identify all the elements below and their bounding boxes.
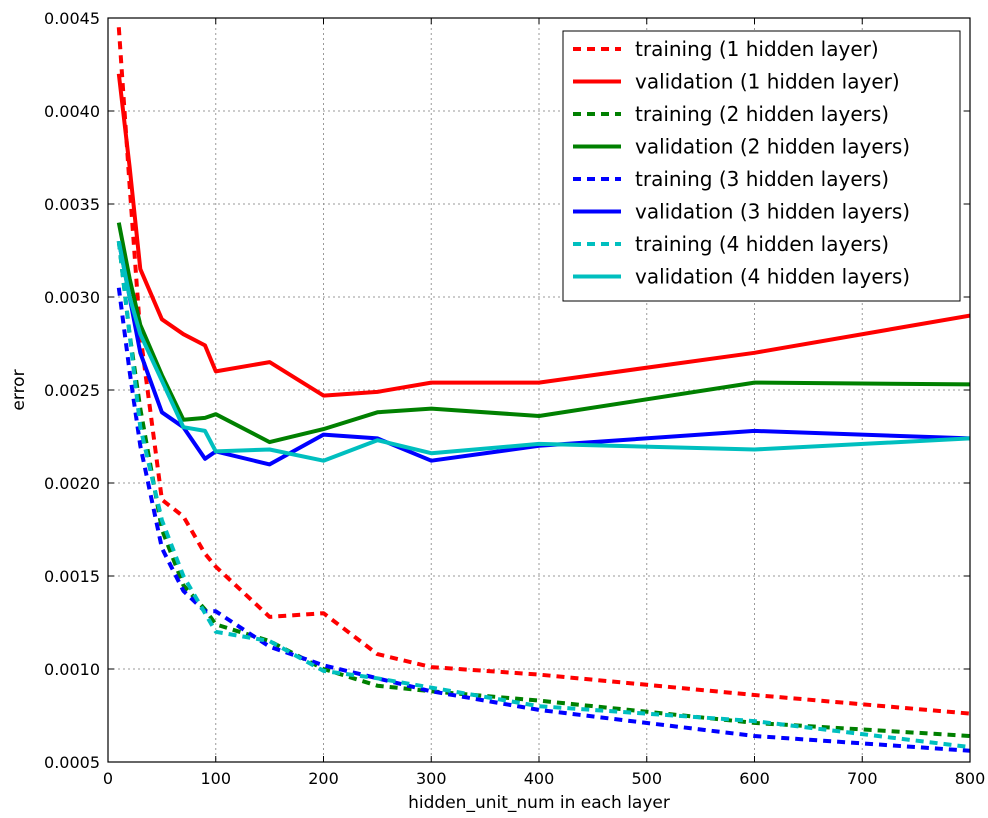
- legend-box: [562, 30, 961, 302]
- legend-label: validation (1 hidden layer): [635, 70, 900, 94]
- y-tick-label: 0.0035: [44, 195, 100, 214]
- x-tick-label: 700: [847, 769, 878, 788]
- x-tick-label: 200: [308, 769, 339, 788]
- legend: training (1 hidden layer) validation (1 h…: [562, 30, 961, 302]
- y-tick-label: 0.0045: [44, 9, 100, 28]
- y-tick-label: 0.0010: [44, 660, 100, 679]
- series-line-2: [116, 73, 970, 398]
- legend-label: validation (3 hidden layers): [635, 200, 910, 224]
- y-tick-label: 0.0020: [44, 474, 100, 493]
- legend-label: training (1 hidden layer): [635, 37, 879, 61]
- x-axis-label: hidden_unit_num in each layer: [408, 793, 670, 813]
- x-tick-label: 400: [524, 769, 555, 788]
- series-line-1: [116, 27, 970, 716]
- legend-label: training (4 hidden layers): [635, 232, 889, 256]
- legend-label: validation (2 hidden layers): [635, 135, 910, 159]
- series-line-4: [116, 222, 970, 445]
- series-line-3: [116, 240, 970, 738]
- plot-series: [116, 27, 970, 753]
- series-line-8: [116, 240, 970, 463]
- legend-label: training (3 hidden layers): [635, 167, 889, 191]
- y-tick-label: 0.0005: [44, 753, 100, 772]
- x-tick-label: 600: [739, 769, 770, 788]
- y-tick-label: 0.0030: [44, 288, 100, 307]
- y-tick-label: 0.0025: [44, 381, 100, 400]
- x-tick-label: 0: [103, 769, 113, 788]
- series-line-7: [116, 240, 970, 750]
- x-tick-label: 800: [955, 769, 986, 788]
- series-line-6: [116, 240, 970, 467]
- axis-ticks: 0 100 200 300 400 500 600 700 800 0.0005 0.0010 0.0…: [44, 9, 985, 788]
- x-tick-label: 100: [200, 769, 231, 788]
- legend-label: validation (4 hidden layers): [635, 265, 910, 289]
- series-line-5: [116, 287, 970, 753]
- y-tick-label: 0.0040: [44, 102, 100, 121]
- y-tick-label: 0.0015: [44, 567, 100, 586]
- x-tick-label: 300: [416, 769, 447, 788]
- legend-label: training (2 hidden layers): [635, 102, 889, 126]
- grid-lines: [108, 18, 970, 762]
- x-tick-label: 500: [631, 769, 662, 788]
- y-axis-label: error: [9, 369, 29, 410]
